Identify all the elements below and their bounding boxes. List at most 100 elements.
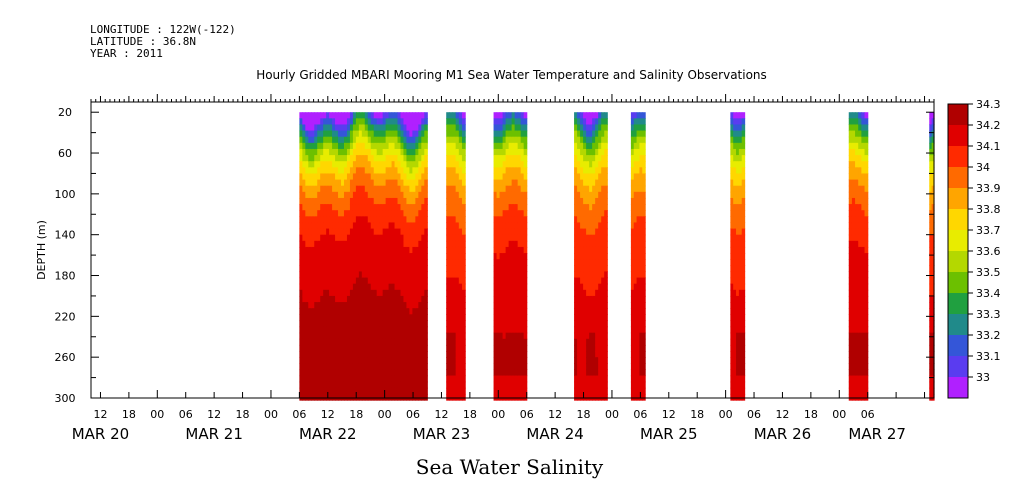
salinity-cell bbox=[929, 130, 933, 138]
salinity-cell bbox=[598, 173, 602, 181]
salinity-cell bbox=[592, 387, 596, 395]
salinity-cell bbox=[864, 197, 869, 205]
salinity-cell bbox=[604, 363, 608, 371]
salinity-cell bbox=[861, 369, 866, 377]
salinity-cell bbox=[520, 124, 525, 132]
salinity-cell bbox=[446, 381, 450, 389]
salinity-cell bbox=[520, 191, 525, 199]
salinity-cell bbox=[302, 234, 306, 242]
salinity-cell bbox=[493, 197, 498, 205]
salinity-cell bbox=[373, 332, 378, 340]
salinity-cell bbox=[505, 351, 510, 358]
salinity-cell bbox=[595, 289, 599, 297]
salinity-cell bbox=[391, 197, 396, 205]
salinity-cell bbox=[449, 387, 454, 395]
salinity-cell bbox=[496, 112, 501, 119]
salinity-cell bbox=[736, 387, 740, 395]
salinity-cell bbox=[508, 308, 513, 315]
salinity-cell bbox=[736, 222, 740, 230]
salinity-cell bbox=[461, 216, 466, 224]
salinity-cell bbox=[586, 363, 590, 371]
salinity-cell bbox=[741, 204, 746, 211]
salinity-cell bbox=[323, 216, 327, 224]
salinity-cell bbox=[391, 363, 396, 371]
salinity-cell bbox=[502, 130, 507, 138]
salinity-cell bbox=[332, 387, 336, 395]
salinity-cell bbox=[458, 393, 463, 401]
salinity-cell bbox=[317, 295, 321, 303]
salinity-cell bbox=[633, 204, 638, 211]
salinity-cell bbox=[332, 295, 336, 303]
salinity-cell bbox=[636, 118, 641, 126]
salinity-cell bbox=[320, 332, 324, 340]
colorbar-swatch bbox=[948, 314, 968, 336]
salinity-cell bbox=[320, 148, 324, 156]
salinity-cell bbox=[449, 185, 454, 193]
salinity-cell bbox=[311, 302, 315, 309]
salinity-cell bbox=[583, 216, 587, 224]
salinity-cell bbox=[335, 234, 339, 242]
salinity-cell bbox=[379, 191, 384, 199]
salinity-cell bbox=[452, 118, 457, 126]
salinity-cell bbox=[424, 222, 428, 230]
salinity-cell bbox=[577, 344, 581, 352]
salinity-cell bbox=[320, 185, 324, 193]
salinity-cell bbox=[418, 393, 422, 401]
salinity-cell bbox=[376, 222, 381, 230]
salinity-cell bbox=[630, 246, 635, 254]
salinity-cell bbox=[352, 240, 357, 248]
salinity-cell bbox=[385, 191, 390, 199]
salinity-cell bbox=[642, 148, 646, 156]
salinity-cell bbox=[388, 130, 393, 138]
salinity-cell bbox=[412, 308, 416, 315]
salinity-cell bbox=[311, 265, 315, 273]
salinity-cell bbox=[458, 136, 463, 144]
salinity-cell bbox=[409, 381, 413, 389]
salinity-cell bbox=[592, 136, 596, 144]
salinity-cell bbox=[338, 228, 342, 236]
salinity-cell bbox=[496, 240, 501, 248]
salinity-cell bbox=[397, 320, 402, 328]
salinity-cell bbox=[864, 234, 869, 242]
salinity-cell bbox=[388, 308, 393, 315]
salinity-cell bbox=[361, 357, 366, 364]
salinity-cell bbox=[367, 204, 372, 211]
salinity-cell bbox=[341, 246, 345, 254]
salinity-cell bbox=[320, 302, 324, 309]
salinity-cell bbox=[730, 246, 734, 254]
salinity-cell bbox=[520, 228, 525, 236]
salinity-cell bbox=[376, 302, 381, 309]
salinity-cell bbox=[741, 332, 746, 340]
salinity-cell bbox=[346, 259, 351, 266]
salinity-cell bbox=[633, 240, 638, 248]
salinity-cell bbox=[861, 381, 866, 389]
salinity-cell bbox=[299, 228, 303, 236]
salinity-cell bbox=[592, 393, 596, 401]
salinity-cell bbox=[586, 326, 590, 334]
salinity-cell bbox=[305, 148, 309, 156]
salinity-cell bbox=[458, 179, 463, 187]
salinity-cell bbox=[639, 289, 643, 297]
salinity-cell bbox=[418, 161, 422, 168]
salinity-cell bbox=[741, 167, 746, 175]
colorbar-swatch bbox=[948, 104, 968, 126]
salinity-cell bbox=[403, 148, 408, 156]
salinity-cell bbox=[520, 363, 525, 371]
salinity-cell bbox=[741, 338, 746, 346]
salinity-cell bbox=[335, 148, 339, 156]
salinity-cell bbox=[586, 302, 590, 309]
salinity-cell bbox=[455, 295, 460, 303]
salinity-cell bbox=[636, 234, 641, 242]
salinity-cell bbox=[592, 326, 596, 334]
salinity-cell bbox=[424, 295, 428, 303]
salinity-cell bbox=[589, 197, 593, 205]
salinity-cell bbox=[341, 124, 345, 132]
salinity-cell bbox=[311, 351, 315, 358]
salinity-cell bbox=[379, 369, 384, 377]
salinity-cell bbox=[406, 381, 411, 389]
salinity-cell bbox=[855, 142, 859, 150]
salinity-cell bbox=[406, 363, 411, 371]
salinity-cell bbox=[343, 265, 348, 273]
salinity-cell bbox=[364, 357, 369, 364]
salinity-cell bbox=[502, 179, 507, 187]
